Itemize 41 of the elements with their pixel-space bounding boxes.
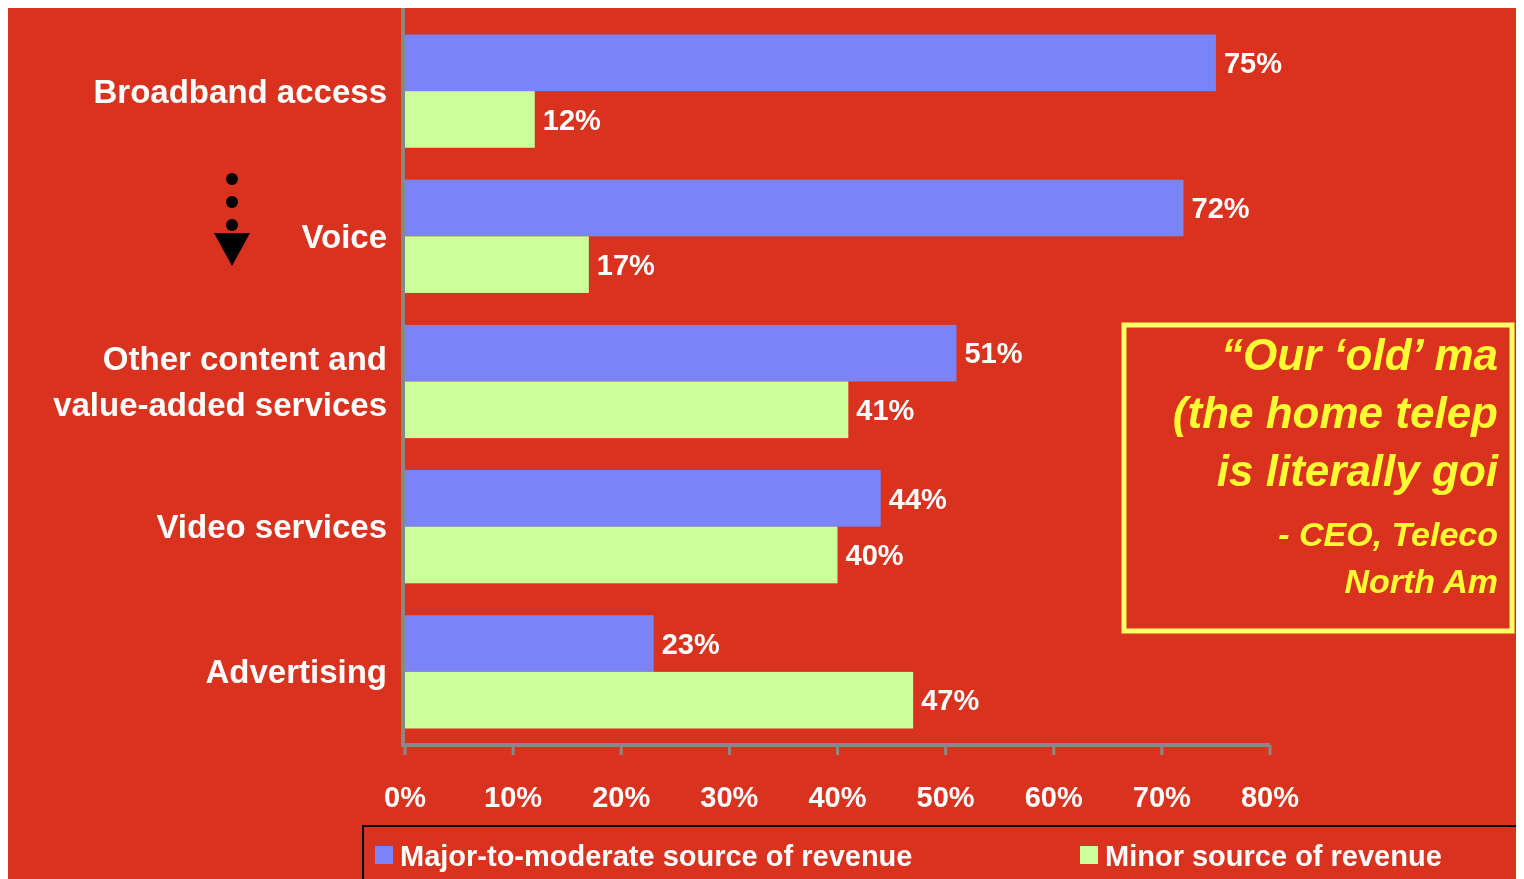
text: 47% xyxy=(921,684,980,717)
text: 75% xyxy=(1223,46,1282,79)
annotation: is literally goi xyxy=(1216,446,1499,495)
bar xyxy=(405,470,881,527)
bar xyxy=(405,179,1184,237)
y-tick-label: Broadband access xyxy=(93,72,387,110)
text: 44% xyxy=(888,482,947,515)
x-tick-label: 80% xyxy=(1240,781,1300,813)
legend-label: Major-to-moderate source of revenue xyxy=(400,840,913,873)
text: 17% xyxy=(596,248,655,281)
annotation: “Our ‘old’ ma xyxy=(1220,330,1498,379)
text: 40% xyxy=(845,539,904,572)
y-tick-label: Video services xyxy=(156,508,387,546)
bar xyxy=(405,526,838,584)
legend-label: Minor source of revenue xyxy=(1105,840,1442,873)
bar xyxy=(405,381,849,439)
text: North Am xyxy=(1344,562,1498,600)
bar xyxy=(405,615,654,672)
text: 51% xyxy=(964,337,1023,370)
x-tick-label: 0% xyxy=(384,781,427,813)
bar xyxy=(405,34,1216,92)
bar xyxy=(405,91,535,148)
x-tick-label: 60% xyxy=(1024,781,1083,813)
y-tick-label: Voice xyxy=(301,217,387,255)
text: 72% xyxy=(1191,192,1250,225)
text: 23% xyxy=(661,627,720,660)
text: - CEO, Teleco xyxy=(1278,515,1498,553)
y-tick-label: Other content and value-added services xyxy=(53,340,387,424)
x-tick-label: 70% xyxy=(1132,781,1192,813)
bar xyxy=(405,324,957,382)
y-tick-label: Advertising xyxy=(205,653,387,691)
bar xyxy=(405,671,914,729)
text: 41% xyxy=(856,393,915,426)
bar xyxy=(405,236,589,293)
x-tick-label: 20% xyxy=(592,781,651,813)
x-tick-label: 50% xyxy=(916,781,975,813)
x-tick-label: 30% xyxy=(700,781,759,813)
annotation: (the home telep xyxy=(1172,388,1498,437)
x-tick-label: 10% xyxy=(484,781,543,813)
text: 12% xyxy=(542,103,601,136)
x-tick-label: 40% xyxy=(808,781,867,813)
